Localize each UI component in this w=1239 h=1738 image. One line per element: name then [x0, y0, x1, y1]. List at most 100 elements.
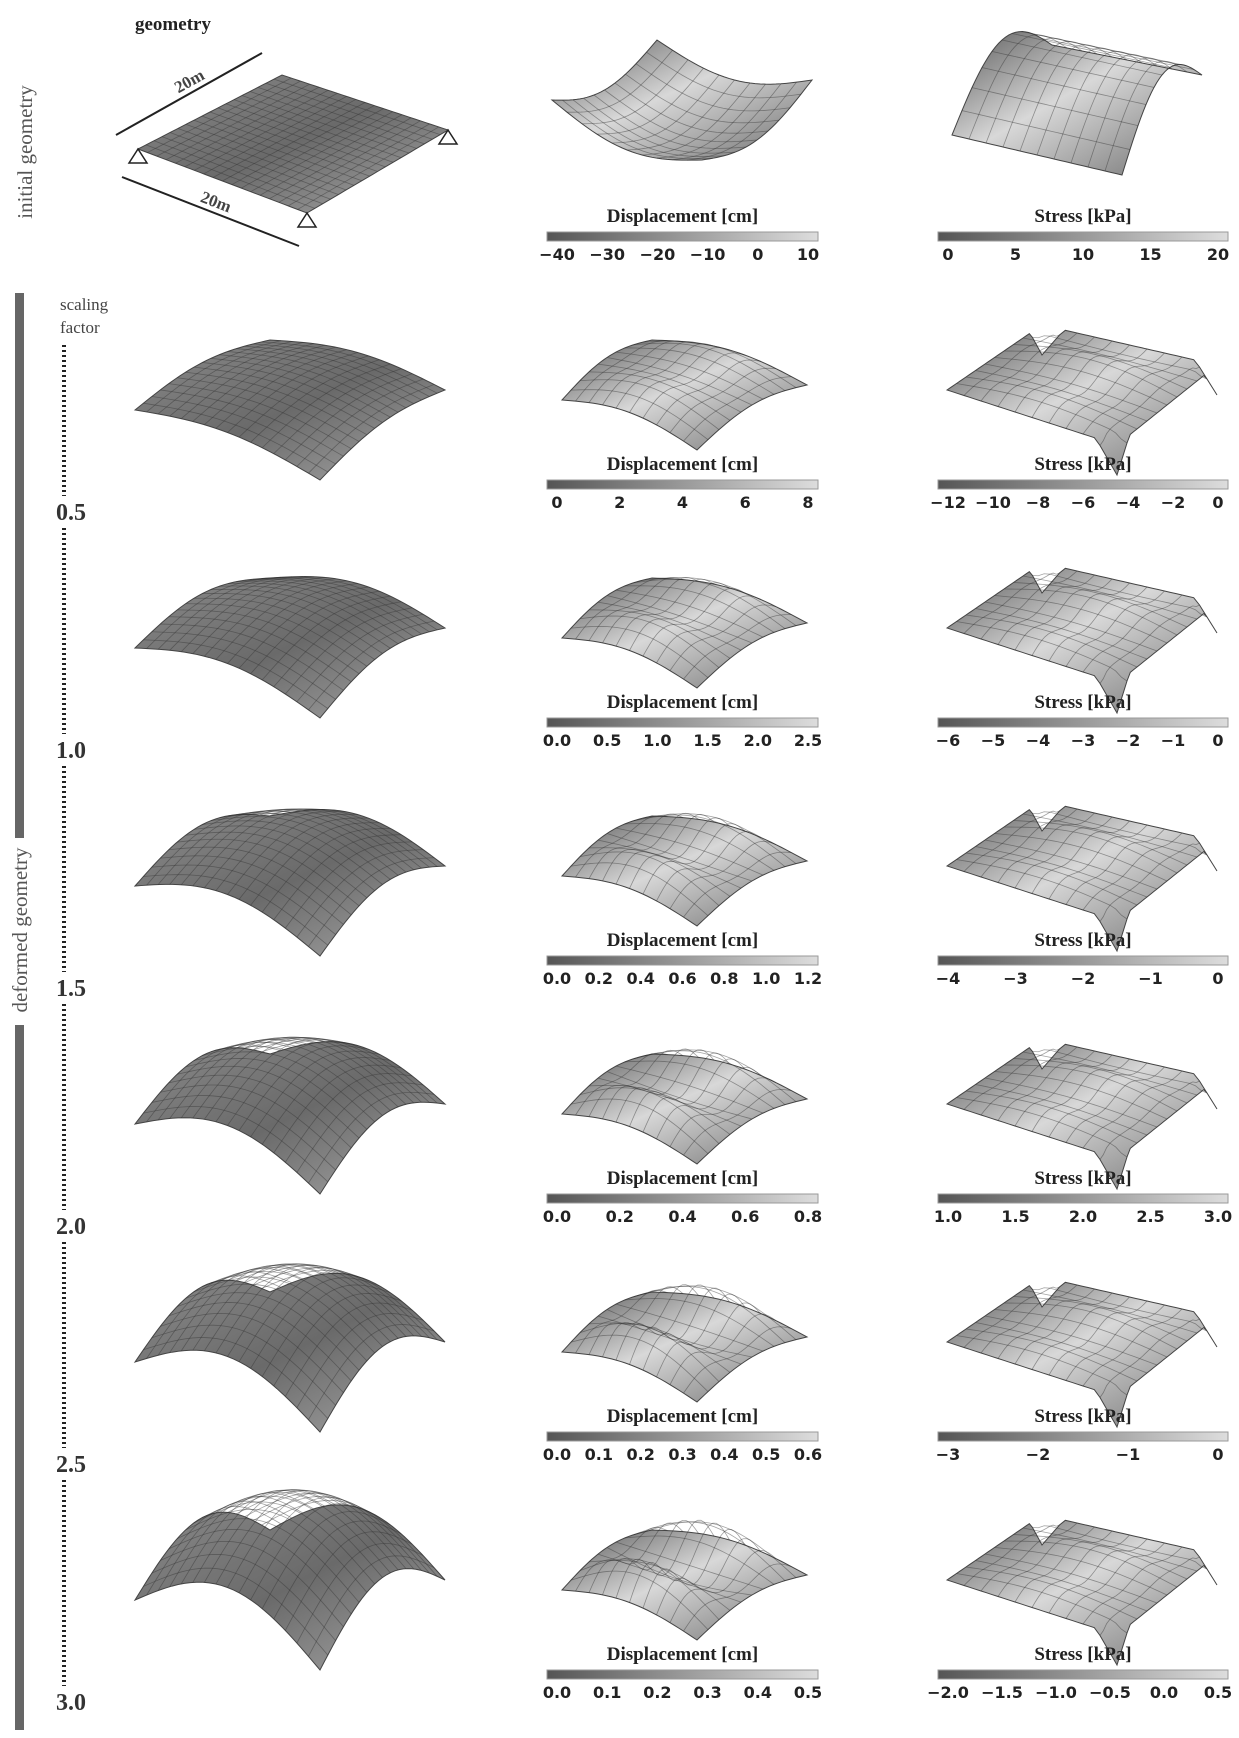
- colorbar-tick-label: 0.4: [626, 969, 654, 988]
- scaling-label: scaling: [60, 295, 109, 314]
- colorbar-tick-label: 0: [1212, 969, 1223, 988]
- colorbar-tick-label: 0.6: [731, 1207, 759, 1226]
- colorbar-tick-label: −2: [1116, 731, 1141, 750]
- surface-fill: [562, 1054, 807, 1164]
- colorbar-tick-label: 0: [942, 245, 953, 264]
- page: { "side_labels": {"initial": "initial ge…: [0, 0, 1239, 1738]
- colorbar-tick-label: 0.2: [585, 969, 613, 988]
- colorbar-tick-label: 0.0: [543, 1207, 571, 1226]
- colorbar-tick-label: −4: [936, 969, 961, 988]
- scaling-factor: 2.5: [56, 1452, 86, 1478]
- colorbar-tick-label: −2: [1071, 969, 1096, 988]
- colorbar: [547, 1432, 818, 1441]
- surface: [562, 340, 807, 450]
- colorbar-title: Stress [kPa]: [1034, 206, 1131, 227]
- dimension-label: 20m: [198, 187, 234, 216]
- colorbar: [547, 232, 818, 241]
- colorbar-tick-label: 0.0: [543, 1445, 571, 1464]
- colorbar-tick-label: 0: [551, 493, 562, 512]
- colorbar-tick-label: −3: [936, 1445, 961, 1464]
- colorbar-tick-label: 10: [797, 245, 819, 264]
- colorbar-tick-label: 1.0: [643, 731, 671, 750]
- colorbar-title: Displacement [cm]: [607, 206, 758, 227]
- colorbar-tick-label: −1: [1138, 969, 1163, 988]
- surface: [135, 577, 445, 718]
- colorbar-tick-label: 0.3: [668, 1445, 696, 1464]
- colorbar-tick-label: −1: [1116, 1445, 1141, 1464]
- colorbar-tick-label: 0.4: [744, 1683, 772, 1702]
- colorbar-tick-label: 0.6: [668, 969, 696, 988]
- colorbar: [938, 480, 1228, 489]
- colorbar-title: Displacement [cm]: [607, 1406, 758, 1427]
- colorbar-tick-label: −3: [1003, 969, 1028, 988]
- surface: [562, 1285, 807, 1402]
- colorbar-tick-label: −2: [1161, 493, 1186, 512]
- surface: [552, 40, 812, 160]
- colorbar: [938, 232, 1228, 241]
- colorbar-tick-label: −3: [1071, 731, 1096, 750]
- surface: [135, 1264, 445, 1432]
- colorbar-tick-label: 0.4: [668, 1207, 696, 1226]
- colorbar-tick-label: 8: [802, 493, 813, 512]
- colorbar-tick-label: −20: [640, 245, 676, 264]
- colorbar-tick-label: 4: [677, 493, 688, 512]
- colorbar-tick-label: 0.8: [710, 969, 738, 988]
- colorbar-title: Stress [kPa]: [1034, 1168, 1131, 1189]
- colorbar-tick-label: 0: [752, 245, 763, 264]
- colorbar: [547, 1194, 818, 1203]
- colorbar-tick-label: 1.5: [1001, 1207, 1029, 1226]
- colorbar-tick-label: 3.0: [1204, 1207, 1232, 1226]
- colorbar-tick-label: 0.8: [794, 1207, 822, 1226]
- colorbar-tick-label: 0: [1212, 731, 1223, 750]
- colorbar-tick-label: 0.1: [593, 1683, 621, 1702]
- colorbar-title: Displacement [cm]: [607, 692, 758, 713]
- side-label: deformed geometry: [8, 847, 32, 1013]
- scaling-factor: 1.5: [56, 976, 86, 1002]
- colorbar-tick-label: 0.5: [794, 1683, 822, 1702]
- surface-fill: [135, 1505, 445, 1670]
- colorbar-tick-label: −10: [975, 493, 1011, 512]
- surface: [562, 813, 807, 926]
- colorbar-tick-label: 0.5: [1204, 1683, 1232, 1702]
- surface-fill: [135, 1273, 445, 1432]
- surface-fill: [552, 40, 812, 160]
- colorbar: [938, 718, 1228, 727]
- surface: [135, 1037, 445, 1194]
- colorbar-tick-label: −40: [539, 245, 575, 264]
- surface-fill: [562, 816, 807, 926]
- colorbar-tick-label: 5: [1010, 245, 1021, 264]
- surface: [562, 1049, 807, 1164]
- colorbar-tick-label: 0.1: [585, 1445, 613, 1464]
- scaling-factor: 0.5: [56, 500, 86, 526]
- colorbar-title: Displacement [cm]: [607, 930, 758, 951]
- colorbar: [547, 956, 818, 965]
- colorbar-tick-label: 2.5: [1136, 1207, 1164, 1226]
- colorbar-tick-label: −1.0: [1035, 1683, 1077, 1702]
- colorbar-tick-label: 1.0: [934, 1207, 962, 1226]
- colorbar-title: Stress [kPa]: [1034, 454, 1131, 475]
- colorbar: [938, 1432, 1228, 1441]
- surface: [135, 1490, 445, 1670]
- colorbar-tick-label: −30: [589, 245, 625, 264]
- colorbar-tick-label: −6: [936, 731, 961, 750]
- colorbar-tick-label: 1.5: [693, 731, 721, 750]
- colorbar-tick-label: 6: [740, 493, 751, 512]
- scaling-factor: 2.0: [56, 1214, 86, 1240]
- colorbar-tick-label: 0.4: [710, 1445, 738, 1464]
- colorbar-tick-label: −6: [1071, 493, 1096, 512]
- side-label: initial geometry: [13, 85, 37, 219]
- colorbar: [938, 1670, 1228, 1679]
- colorbar-tick-label: −5: [981, 731, 1006, 750]
- surface: [952, 32, 1202, 175]
- colorbar-tick-label: −1: [1161, 731, 1186, 750]
- figure: initial geometry deformed geometry geome…: [0, 0, 1239, 1738]
- colorbar-tick-label: 10: [1072, 245, 1094, 264]
- colorbar-tick-label: 0.6: [794, 1445, 822, 1464]
- colorbar-tick-label: −12: [930, 493, 966, 512]
- colorbar-tick-label: 0.0: [543, 731, 571, 750]
- colorbar-tick-label: −1.5: [981, 1683, 1023, 1702]
- colorbar: [938, 956, 1228, 965]
- colorbar-tick-label: 0.5: [593, 731, 621, 750]
- colorbar-title: Stress [kPa]: [1034, 692, 1131, 713]
- colorbar-tick-label: 0.0: [543, 969, 571, 988]
